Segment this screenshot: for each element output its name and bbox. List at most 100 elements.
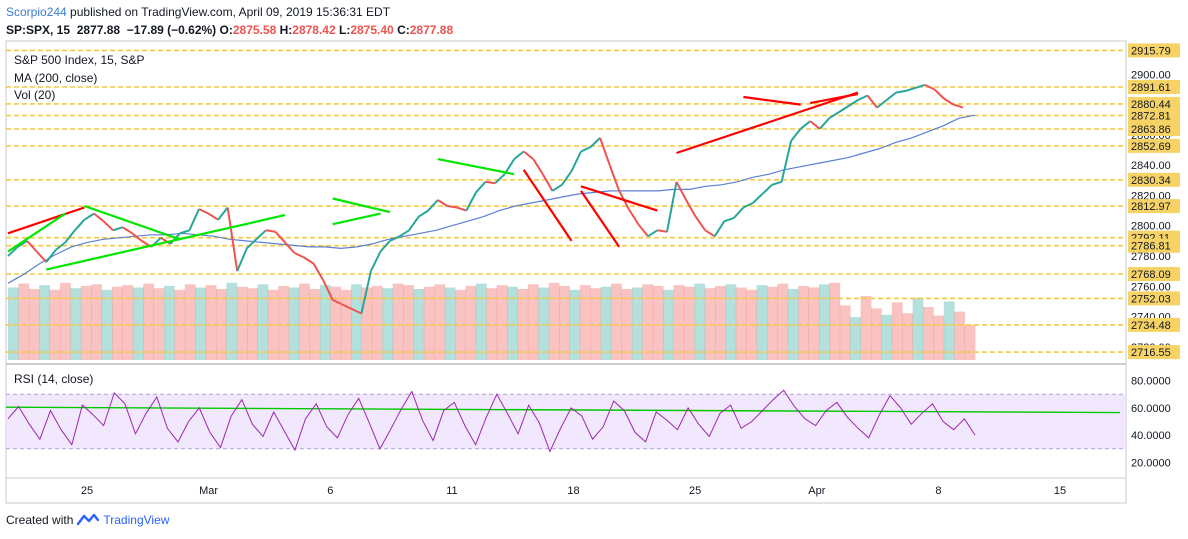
volume-bar — [777, 283, 789, 360]
volume-bar — [600, 286, 612, 360]
volume-bar — [392, 283, 404, 360]
price-tick-label: 2800.00 — [1131, 221, 1171, 233]
level-label-bg — [1128, 345, 1180, 360]
price-segment — [761, 184, 773, 195]
support-trend-line[interactable] — [332, 197, 391, 214]
level-label-bg — [1128, 96, 1180, 111]
volume-bar — [288, 287, 300, 360]
volume-bar — [559, 285, 570, 360]
price-segment — [790, 128, 802, 142]
open-value: 2875.58 — [232, 23, 277, 37]
level-label-bg — [1128, 267, 1180, 281]
price-segment — [102, 220, 114, 232]
volume-bar — [371, 285, 383, 360]
resistance-trend-line[interactable] — [809, 92, 859, 105]
level-label-bg — [1128, 172, 1180, 187]
price-change: −17.89 (−0.62%) — [126, 23, 217, 37]
price-segment — [160, 236, 171, 245]
price-segment — [418, 209, 429, 218]
author-name[interactable]: Scorpio244 — [6, 5, 67, 19]
volume-bar — [527, 284, 539, 360]
rsi-trend-line[interactable] — [5, 406, 1121, 414]
price-segment — [475, 181, 487, 194]
volume-bar — [403, 285, 414, 360]
volume-bar — [132, 287, 144, 360]
price-segment — [541, 173, 554, 192]
resistance-trend-line[interactable] — [676, 91, 859, 155]
support-trend-line[interactable] — [7, 212, 66, 253]
volume-bar — [8, 287, 19, 360]
price-segment — [713, 220, 726, 237]
level-label-bg — [1128, 291, 1180, 306]
trend-lines[interactable] — [7, 91, 859, 271]
price-segment — [905, 86, 916, 92]
volume-bar — [475, 283, 487, 360]
resistance-trend-line[interactable] — [522, 169, 573, 242]
price-segment — [723, 217, 735, 223]
volume-bar — [850, 317, 861, 360]
support-trend-line[interactable] — [437, 158, 515, 176]
resistance-trend-line[interactable] — [7, 206, 85, 235]
price-segment — [83, 212, 95, 221]
price-segment — [742, 202, 754, 209]
level-label: 2830.34 — [1131, 175, 1171, 187]
price-segment — [704, 229, 716, 238]
support-trend-line[interactable] — [84, 204, 181, 241]
rsi-tick-label: 60.0000 — [1131, 403, 1171, 415]
ma-200-series — [7, 114, 976, 284]
resistance-trend-line[interactable] — [580, 190, 621, 248]
support-trend-line[interactable] — [332, 212, 381, 226]
rsi-tick-label: 80.0000 — [1131, 376, 1171, 388]
level-label-bg — [1128, 199, 1180, 214]
level-label-bg — [1128, 80, 1180, 94]
volume-bar — [423, 286, 435, 360]
volume-bar — [174, 289, 186, 360]
price-segment — [389, 235, 401, 242]
tradingview-brand[interactable]: TradingView — [103, 513, 170, 527]
price-segment — [312, 263, 325, 281]
price-segment — [866, 94, 878, 109]
level-label: 2768.09 — [1131, 269, 1171, 281]
price-segment — [647, 229, 658, 238]
volume-bar — [652, 285, 664, 360]
rsi-axis-ticks: 80.0000 60.0000 40.0000 20.0000 — [1131, 376, 1171, 470]
price-segment — [122, 226, 133, 235]
volume-bar — [631, 287, 643, 360]
support-trend-line[interactable] — [45, 214, 286, 271]
ma-200-line — [7, 114, 976, 284]
price-segment — [322, 279, 334, 301]
high-label: H: — [279, 23, 293, 37]
price-tick-label: 2840.00 — [1131, 160, 1171, 172]
time-axis-ticks: 25 Mar 6 11 18 25 Apr 8 15 — [81, 485, 1066, 497]
resistance-trend-line[interactable] — [580, 185, 658, 212]
volume-bar — [725, 284, 737, 360]
resistance-trend-line[interactable] — [743, 95, 801, 106]
price-segment — [447, 205, 458, 209]
open-label: O: — [219, 23, 233, 37]
level-label: 2716.55 — [1131, 347, 1171, 359]
rsi-tick-label: 20.0000 — [1131, 457, 1171, 469]
price-segment — [188, 208, 200, 231]
created-with-label: Created with — [6, 513, 74, 527]
price-segment — [494, 173, 506, 185]
price-segment — [933, 88, 945, 100]
price-segment — [408, 216, 420, 231]
volume-bar — [860, 296, 872, 360]
volume-bar — [611, 283, 622, 360]
level-label: 2734.48 — [1131, 320, 1171, 332]
price-segment — [26, 240, 38, 253]
volume-bar — [361, 287, 373, 360]
price-segment — [924, 83, 935, 91]
price-segment — [657, 229, 668, 233]
price-segment — [465, 191, 477, 212]
price-segment — [226, 207, 239, 272]
price-segment — [838, 105, 849, 113]
level-label: 2852.69 — [1131, 141, 1171, 153]
high-value: 2878.42 — [292, 23, 336, 37]
volume-bar — [351, 284, 362, 360]
last-price: 2877.88 — [76, 23, 121, 37]
level-label-bg — [1128, 43, 1180, 58]
price-tick-label: 2760.00 — [1131, 281, 1171, 293]
level-label: 2872.81 — [1131, 111, 1171, 123]
